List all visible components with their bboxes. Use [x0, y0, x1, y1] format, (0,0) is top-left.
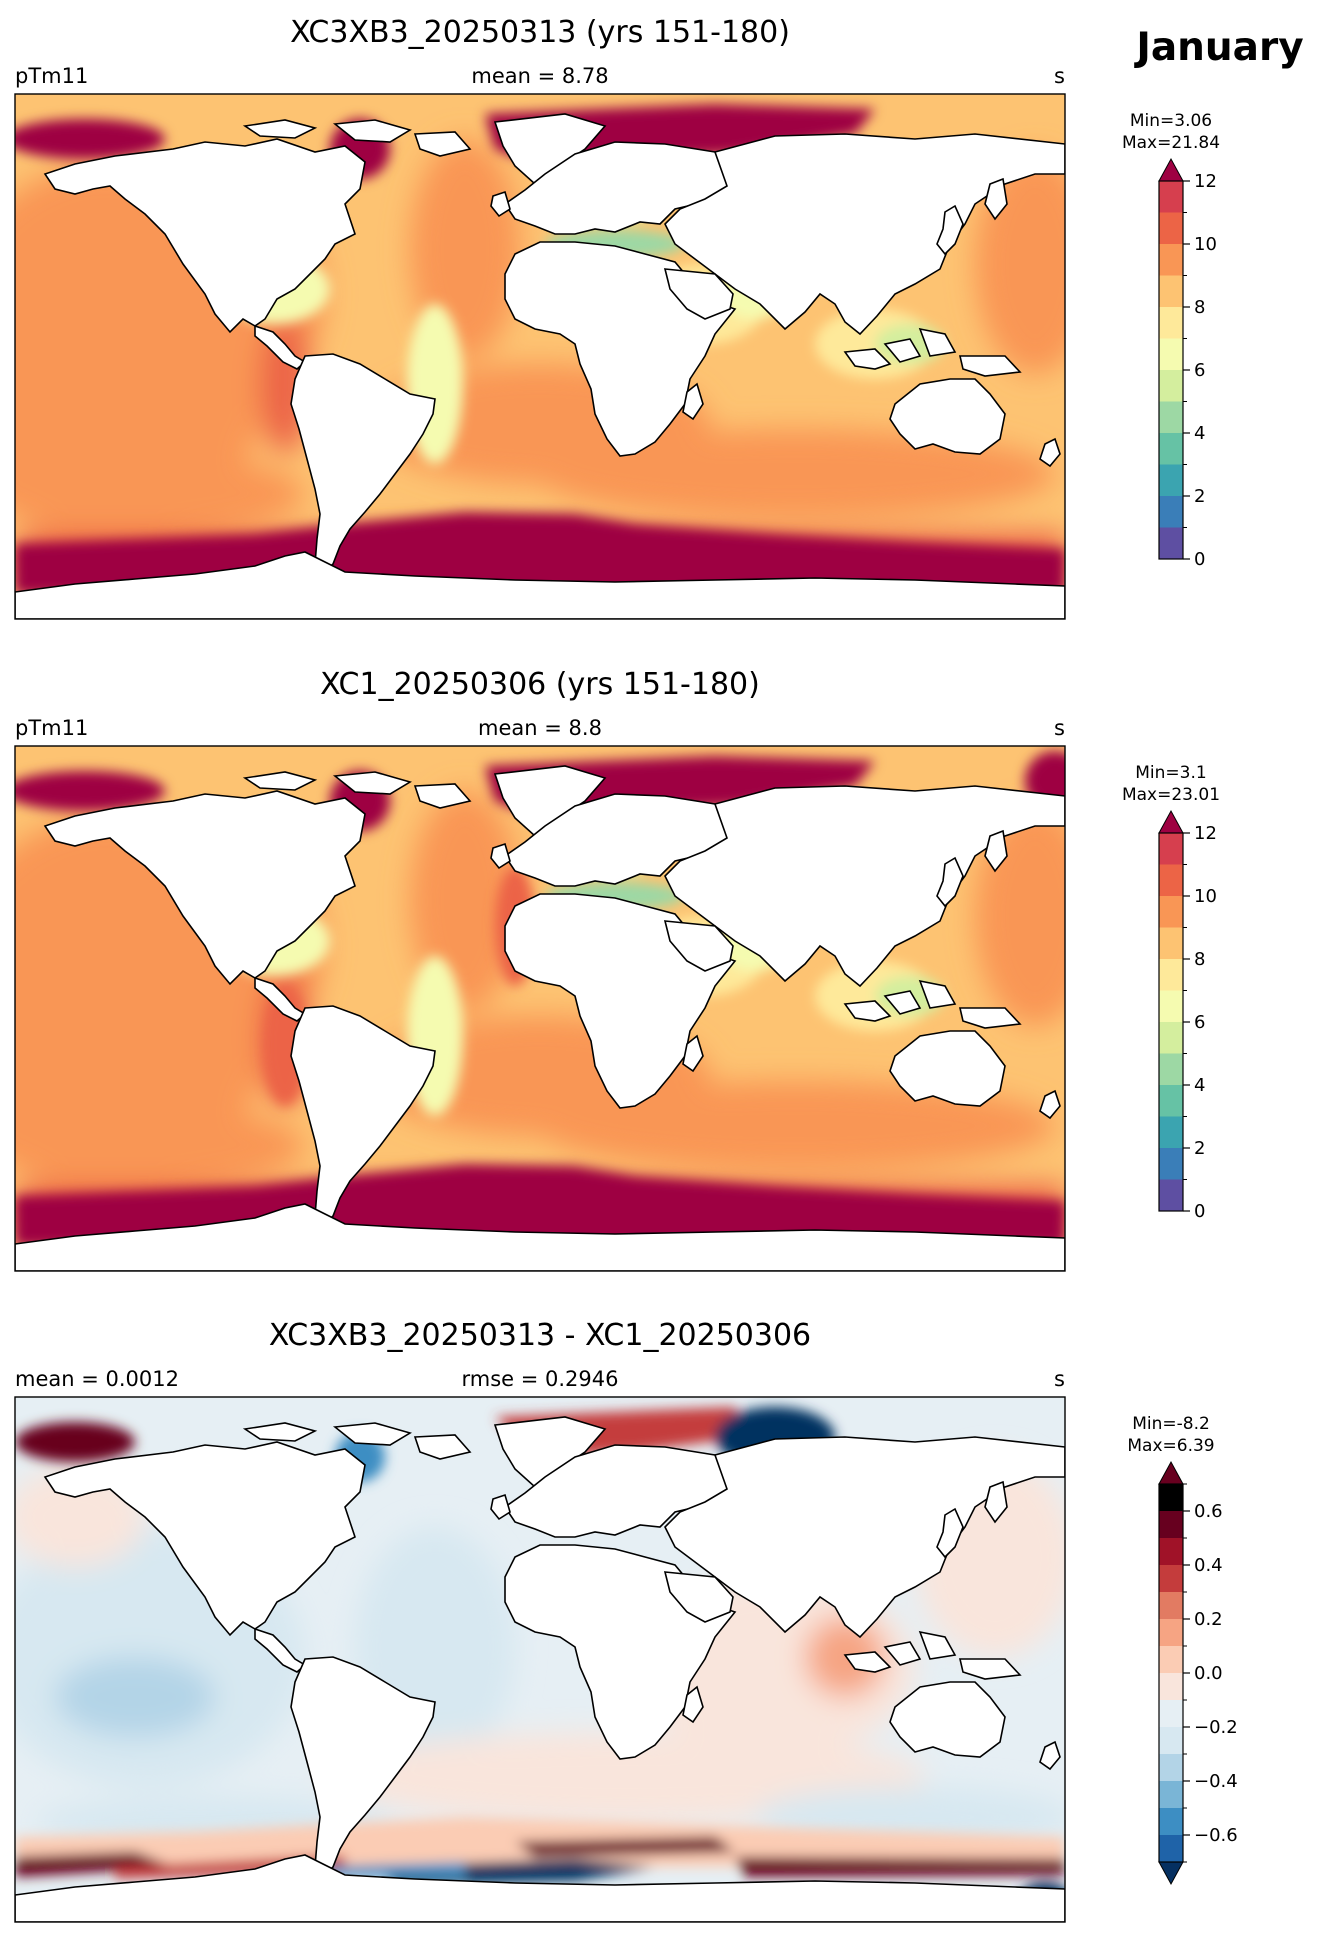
colorbar-bin: [1159, 1148, 1183, 1180]
colorbar-tick-label: 10: [1194, 234, 1217, 255]
min-label: Min=3.06: [1130, 111, 1212, 131]
colorbar-tick-label: 8: [1194, 949, 1205, 970]
panel-units-label: s: [1054, 1367, 1065, 1391]
colorbar-bin: [1159, 1700, 1183, 1727]
colorbar-tick-label: 0: [1194, 1201, 1205, 1222]
colorbar-bin: [1159, 275, 1183, 307]
colorbar-bin: [1159, 1511, 1183, 1538]
colorbar-bin: [1159, 1565, 1183, 1592]
colorbar-bin: [1159, 1538, 1183, 1565]
colorbar-tick-label: 0.6: [1194, 1501, 1223, 1522]
panel-units-label: s: [1054, 64, 1065, 88]
colorbar-tick-label: 0.4: [1194, 1555, 1223, 1576]
colorbar-bin: [1159, 244, 1183, 276]
colorbar-bin: [1159, 864, 1183, 896]
colorbar-tick-label: 8: [1194, 297, 1205, 318]
map-field: [15, 94, 1065, 619]
colorbar-tick-label: −0.6: [1194, 1825, 1238, 1846]
colorbar-bin: [1159, 370, 1183, 402]
map-frame: [14, 93, 1066, 620]
max-label: Max=23.01: [1122, 785, 1220, 805]
colorbar-bin: [1159, 990, 1183, 1022]
colorbar-tick-label: 4: [1194, 423, 1205, 444]
colorbar-extend-min: [1158, 1861, 1184, 1886]
colorbar-tick-label: 6: [1194, 1012, 1205, 1033]
colorbar-bin: [1159, 338, 1183, 370]
panel-title: XC1_20250306 (yrs 151-180): [320, 667, 760, 702]
colorbar-extend-max: [1158, 157, 1184, 182]
colorbar-tick-label: 0.0: [1194, 1663, 1223, 1684]
colorbar-bin: [1159, 1179, 1183, 1211]
colorbar-bin: [1159, 1053, 1183, 1085]
colorbar: −0.6 −0.4 −0.2 0.0 0.2 0.4 0.6: [1158, 1460, 1238, 1886]
colorbar-tick-label: −0.2: [1194, 1717, 1238, 1738]
colorbar-tick-label: 2: [1194, 486, 1205, 507]
colorbar-bin: [1159, 927, 1183, 959]
panel-center-label: mean = 8.8: [478, 716, 602, 740]
colorbar-tick-label: 12: [1194, 171, 1217, 192]
colorbar-bin: [1159, 307, 1183, 339]
colorbar-extend-max: [1158, 809, 1184, 834]
colorbar-bin: [1159, 833, 1183, 865]
min-label: Min=-8.2: [1132, 1414, 1210, 1434]
max-label: Max=21.84: [1122, 133, 1220, 153]
colorbar-tick-label: 0: [1194, 549, 1205, 570]
colorbar-extend-max: [1158, 1460, 1184, 1485]
colorbar-bin: [1159, 896, 1183, 928]
colorbar-bin: [1159, 1022, 1183, 1054]
colorbar-bin: [1159, 959, 1183, 991]
colorbar-bin: [1159, 1835, 1183, 1862]
colorbar-bin: [1159, 464, 1183, 496]
colorbar-bin: [1159, 1673, 1183, 1700]
colorbar-bin: [1159, 433, 1183, 465]
colorbar-bin: [1159, 1781, 1183, 1808]
colorbar-tick-label: 10: [1194, 886, 1217, 907]
colorbar-bin: [1159, 1727, 1183, 1754]
panel-title: XC3XB3_20250313 (yrs 151-180): [290, 15, 790, 50]
panel-1: XC3XB3_20250313 (yrs 151-180) pTm11 mean =…: [14, 15, 1220, 620]
colorbar-bin: [1159, 1592, 1183, 1619]
panel-left-label: pTm11: [15, 64, 88, 88]
map-field: [15, 1397, 1065, 1922]
panel-left-label: pTm11: [15, 716, 88, 740]
colorbar-bin: [1159, 1808, 1183, 1835]
panel-units-label: s: [1054, 716, 1065, 740]
colorbar: 0 2 4 6 8 10 12: [1158, 157, 1217, 570]
colorbar-tick-label: 2: [1194, 1138, 1205, 1159]
map-frame: [14, 745, 1066, 1272]
max-label: Max=6.39: [1127, 1436, 1214, 1456]
colorbar-bin: [1159, 1484, 1183, 1511]
panel-title: XC3XB3_20250313 - XC1_20250306: [269, 1318, 811, 1353]
colorbar-tick-label: 0.2: [1194, 1609, 1223, 1630]
panel-center-label: mean = 8.78: [471, 64, 608, 88]
colorbar-bin: [1159, 1619, 1183, 1646]
colorbar-bin: [1159, 212, 1183, 244]
colorbar-tick-label: 4: [1194, 1075, 1205, 1096]
panel-2: XC1_20250306 (yrs 151-180) pTm11 mean = 8.…: [14, 667, 1220, 1272]
colorbar-bin: [1159, 1116, 1183, 1148]
colorbar-bin: [1159, 181, 1183, 213]
month-label: January: [1133, 25, 1303, 70]
colorbar-tick-label: −0.4: [1194, 1771, 1238, 1792]
colorbar-bin: [1159, 1646, 1183, 1673]
colorbar: 0 2 4 6 8 10 12: [1158, 809, 1217, 1222]
panel-center-label: rmse = 0.2946: [461, 1367, 618, 1391]
min-label: Min=3.1: [1135, 763, 1206, 783]
map-field: [15, 746, 1065, 1271]
panel-left-label: mean = 0.0012: [15, 1367, 179, 1391]
colorbar-bin: [1159, 401, 1183, 433]
colorbar-tick-label: 6: [1194, 360, 1205, 381]
colorbar-bin: [1159, 496, 1183, 528]
colorbar-bin: [1159, 1754, 1183, 1781]
map-frame: [14, 1396, 1066, 1923]
colorbar-tick-label: 12: [1194, 823, 1217, 844]
colorbar-bin: [1159, 1085, 1183, 1117]
colorbar-bin: [1159, 527, 1183, 559]
